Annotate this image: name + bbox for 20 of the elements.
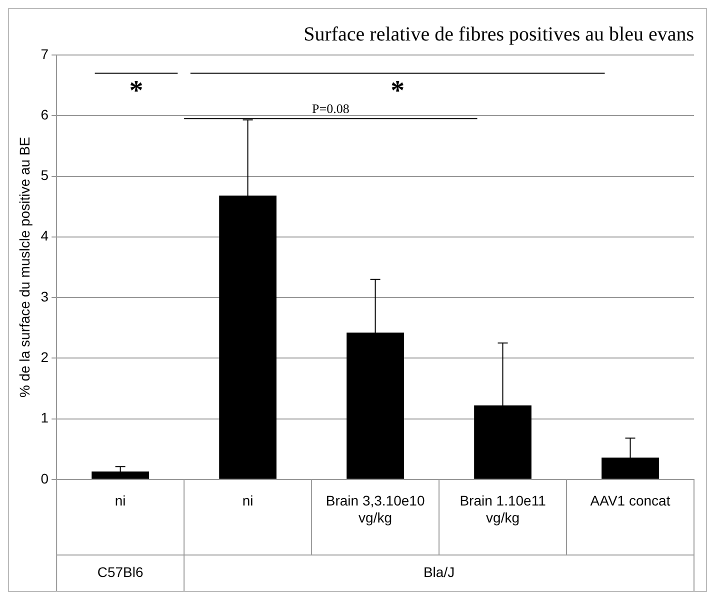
y-tick-label: 6 [40, 106, 49, 122]
y-tick-label: 7 [40, 46, 49, 62]
y-tick-label: 4 [40, 228, 49, 244]
x-tick-label: Brain 3,3.10e10 vg/kg [326, 492, 425, 526]
chart-title: Surface relative de fibres positives au bleu evans [304, 23, 694, 46]
y-tick-label: 2 [40, 349, 49, 365]
y-tick-label: 5 [40, 167, 49, 184]
x-tick-label: ni [242, 492, 254, 509]
annotation: * [129, 76, 144, 107]
x-tick-label: ni [114, 492, 126, 509]
x-tick-label: AAV1 concat [590, 492, 670, 509]
y-tick-label: 1 [40, 410, 49, 426]
y-axis-title: % de la surface du muslcle positive au BE [16, 136, 32, 398]
x-tick-label: Brain 1.10e11 vg/kg [460, 492, 546, 526]
annotation: P=0.08 [312, 100, 350, 116]
annotation: * [390, 76, 405, 107]
text: C57Bl6 [97, 564, 144, 580]
text: Bla/J [423, 564, 455, 580]
y-tick-label: 0 [40, 470, 49, 486]
y-tick-label: 3 [40, 288, 49, 304]
